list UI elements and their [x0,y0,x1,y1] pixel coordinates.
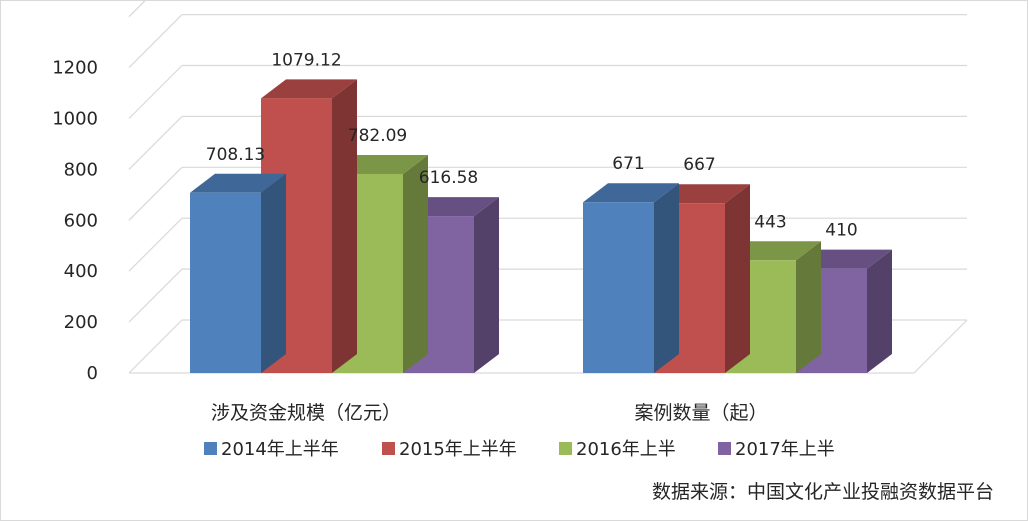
gridline-depth [128,268,183,323]
bar-side [796,241,821,373]
data-label: 1079.12 [271,50,341,70]
bar-front [190,192,261,373]
gridline-depth [128,65,183,119]
category-label: 案例数量（起） [634,402,767,424]
legend: 2014年上半年 2015年上半年 2016年上半 2017年上半 [204,439,835,460]
bar-side [403,154,428,373]
legend-item: 2015年上半年 [382,439,517,460]
legend-swatch [204,442,217,455]
y-tick-label: 200 [64,312,98,333]
data-label: 671 [612,154,644,174]
bar-side [654,183,679,373]
bars [190,79,892,374]
legend-item: 2014年上半年 [204,439,339,460]
legend-item: 2017年上半 [718,439,835,460]
gridline-depth [128,115,183,170]
y-tick-label: 400 [64,261,98,282]
y-axis-ticks: 0 200 400 600 800 1000 1200 [52,58,98,384]
data-label: 708.13 [206,145,265,165]
data-labels: 708.13 1079.12 782.09 616.58 671 667 443 410 [206,50,858,240]
y-tick-label: 1000 [52,109,98,130]
y-tick-label: 600 [64,210,98,231]
data-label: 443 [754,212,786,232]
bar-top [583,183,679,203]
bar-side [332,79,357,374]
bar [190,173,286,373]
legend-swatch [718,442,731,455]
bar-side [261,173,286,373]
data-label: 667 [683,155,715,175]
bar-side [474,197,499,373]
legend-label: 2017年上半 [735,439,835,460]
bar-front [583,202,654,373]
legend-label: 2014年上半年 [221,439,339,460]
bar-side [725,184,750,373]
gridline-depth [128,14,183,69]
floor-edge [913,319,968,374]
bar-top [261,79,357,99]
gridline-depth [128,217,183,272]
data-label: 616.58 [419,168,478,188]
y-tick-label: 1200 [52,58,98,79]
y-tick-label: 800 [64,159,98,180]
gridline-depth [128,1,146,18]
category-label: 涉及资金规模（亿元） [211,402,401,424]
legend-label: 2015年上半年 [399,439,517,460]
source-note: 数据来源：中国文化产业投融资数据平台 [652,481,994,503]
legend-swatch [382,442,395,455]
gridline-depth [128,166,183,221]
data-label: 410 [825,221,857,241]
y-tick-label: 0 [87,363,98,384]
bar-top [190,173,286,193]
data-label: 782.09 [348,126,407,146]
gridline-depth [128,319,183,374]
category-labels: 涉及资金规模（亿元） 案例数量（起） [211,402,768,424]
legend-item: 2016年上半 [559,439,676,460]
bar [583,183,679,373]
legend-swatch [559,442,572,455]
bar-side [867,249,892,373]
legend-label: 2016年上半 [576,439,676,460]
